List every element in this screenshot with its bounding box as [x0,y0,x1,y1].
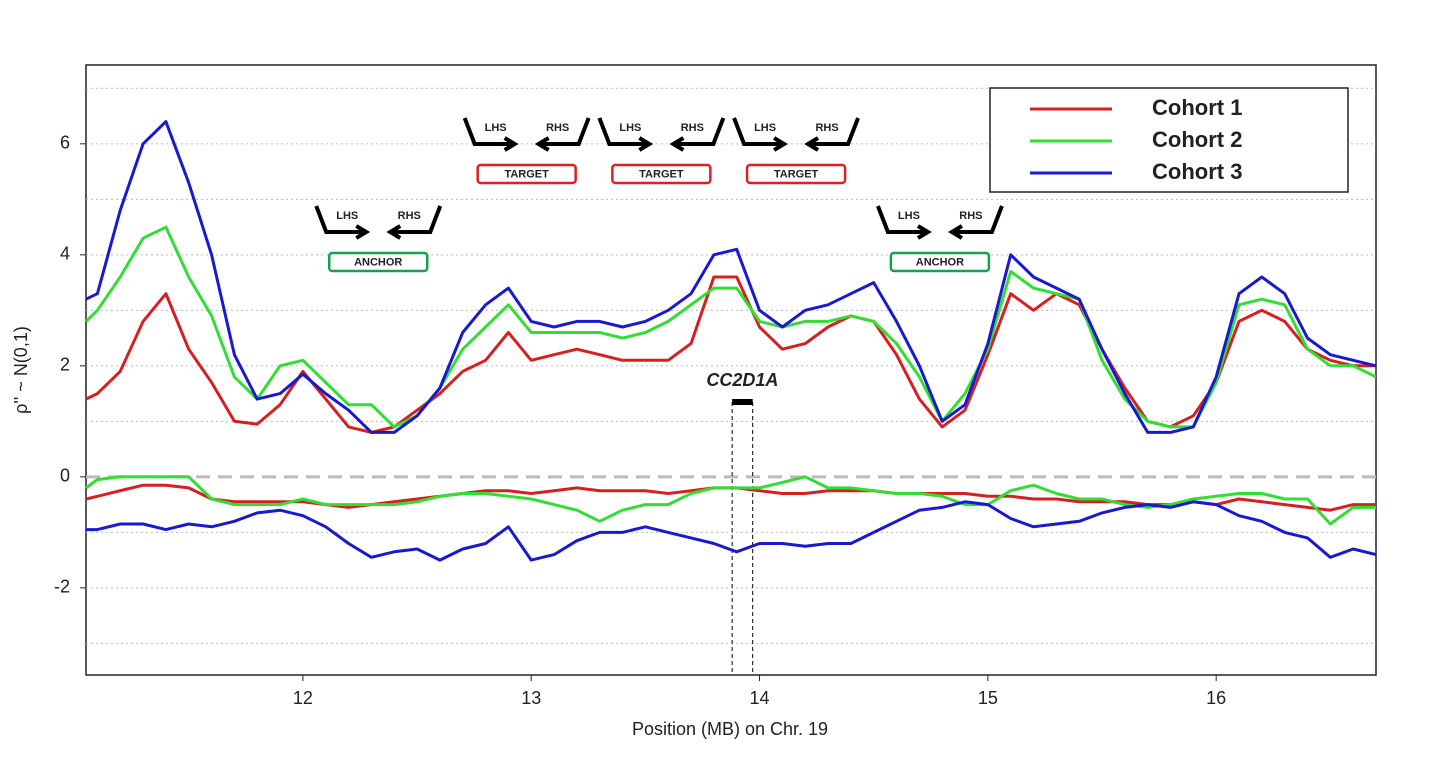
primer-right-label: RHS [815,122,838,134]
x-tick-label: 15 [978,688,998,708]
gene-label: CC2D1A [706,370,778,390]
x-axis-label: Position (MB) on Chr. 19 [632,719,828,739]
primer-arrow [732,117,788,152]
primer-box-label: ANCHOR [916,256,964,268]
primer-box [745,163,847,185]
primer-box-label: TARGET [639,168,684,180]
y-tick-label: 6 [60,133,70,153]
primer-box [611,163,712,185]
primer-box-label: TARGET [774,168,819,180]
legend-label: Cohort 2 [1152,127,1242,152]
primer-left-label: LHS [485,122,507,134]
primer-box-label: ANCHOR [354,256,402,268]
primer-box [889,251,991,273]
x-tick-label: 16 [1206,688,1226,708]
series-line [84,225,1377,429]
primer-arrow [804,117,860,152]
primer-arrow [597,117,654,152]
series-lower-line [86,500,1377,562]
primer-left-label: LHS [898,210,920,222]
primer-left-label: LHS [336,210,358,222]
primer-right-label: RHS [546,122,569,134]
primer-box [327,251,429,273]
y-tick-label: -2 [54,577,70,597]
x-tick-label: 13 [521,688,541,708]
gene-region [732,399,753,405]
plot-frame [85,64,1377,676]
series-line [85,275,1376,434]
primer-arrow [876,205,932,240]
primer-box-label: TARGET [504,168,549,180]
primer-arrow [386,205,443,240]
legend-label: Cohort 1 [1152,95,1242,120]
y-tick-label: 0 [60,466,70,486]
primer-arrow [948,205,1004,240]
primer-right-label: RHS [681,122,704,134]
y-axis-label: ρ'' ~ N(0,1) [11,326,31,414]
primer-arrow [314,205,371,240]
primer-right-label: RHS [959,210,982,222]
primer-left-label: LHS [619,122,641,134]
primer-box [476,163,577,185]
primer-left-label: LHS [754,122,776,134]
y-tick-label: 4 [60,244,70,264]
series-line [85,120,1377,434]
x-tick-label: 14 [750,688,770,708]
primer-arrow [462,117,519,152]
x-tick-label: 12 [293,688,313,708]
y-tick-label: 2 [60,355,70,375]
primer-arrow [534,117,591,152]
primer-right-label: RHS [398,210,421,222]
legend-label: Cohort 3 [1152,159,1242,184]
primer-arrow [669,117,726,152]
